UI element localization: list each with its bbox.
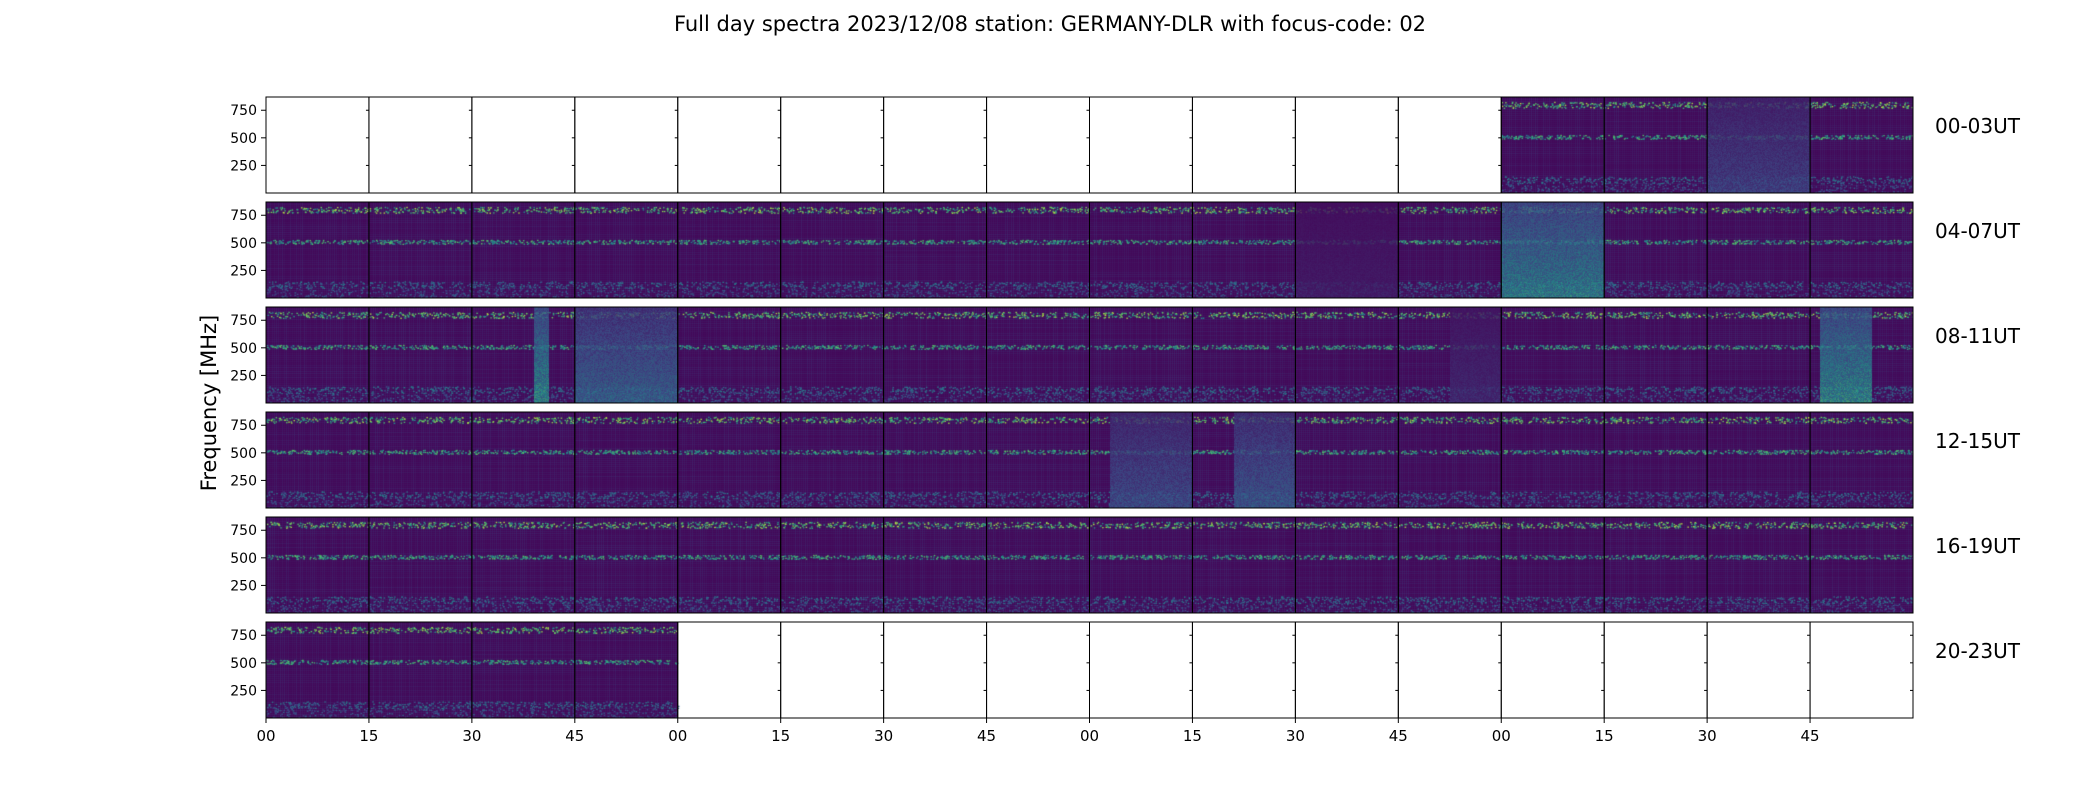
x-tick-label: 15 <box>771 727 790 745</box>
x-tick-label: 45 <box>1801 727 1820 745</box>
spectrum-panel <box>1809 201 1914 299</box>
row-label: 04-07UT <box>1935 219 2021 243</box>
spectra-rows: 250 500 750 00-03UT 250 500 750 04-07UT 250 500 75… <box>230 96 2021 719</box>
row-20-23ut: 250 500 750 20-23UT <box>230 621 2021 719</box>
x-tick-label: 15 <box>1183 727 1202 745</box>
y-tick-label: 500 <box>230 236 257 252</box>
row-label: 16-19UT <box>1935 534 2021 558</box>
x-tick-label: 15 <box>1595 727 1614 745</box>
spectrum-panel <box>1809 306 1914 404</box>
y-tick-label: 500 <box>230 656 257 672</box>
row-00-03ut: 250 500 750 00-03UT <box>230 96 2021 194</box>
x-tick-label: 30 <box>462 727 481 745</box>
y-tick-label: 750 <box>230 208 257 224</box>
x-tick-label: 45 <box>1389 727 1408 745</box>
y-tick-label: 250 <box>230 158 257 174</box>
figure-title: Full day spectra 2023/12/08 station: GER… <box>674 12 1426 36</box>
x-tick-label: 00 <box>1492 727 1511 745</box>
y-tick-label: 250 <box>230 473 257 489</box>
y-tick-label: 500 <box>230 551 257 567</box>
x-tick-label: 45 <box>977 727 996 745</box>
row-label: 20-23UT <box>1935 639 2021 663</box>
y-tick-label: 750 <box>230 628 257 644</box>
x-tick-label: 15 <box>359 727 378 745</box>
spectrum-panel <box>1809 411 1914 509</box>
y-tick-label: 500 <box>230 131 257 147</box>
row-label: 12-15UT <box>1935 429 2021 453</box>
row-16-19ut: 250 500 750 16-19UT <box>230 516 2021 614</box>
y-tick-label: 750 <box>230 418 257 434</box>
x-tick-label: 00 <box>668 727 687 745</box>
y-tick-label: 250 <box>230 368 257 384</box>
x-tick-label: 30 <box>1286 727 1305 745</box>
row-label: 08-11UT <box>1935 324 2021 348</box>
x-tick-label: 30 <box>874 727 893 745</box>
spectrum-panel <box>1809 621 1914 719</box>
y-tick-label: 500 <box>230 446 257 462</box>
y-axis-label: Frequency [MHz] <box>197 315 221 491</box>
x-tick-label: 00 <box>256 727 275 745</box>
x-axis-ticks: 00 15 30 45 00 15 30 45 00 15 30 45 00 15 30 45 <box>256 718 1820 745</box>
x-tick-label: 45 <box>565 727 584 745</box>
y-tick-label: 750 <box>230 103 257 119</box>
y-tick-label: 250 <box>230 683 257 699</box>
spectrum-panel <box>1809 96 1914 194</box>
row-08-11ut: 250 500 750 08-11UT <box>230 306 2021 404</box>
spectrum-panel <box>1809 516 1914 614</box>
y-tick-label: 250 <box>230 578 257 594</box>
row-12-15ut: 250 500 750 12-15UT <box>230 411 2021 509</box>
x-tick-label: 30 <box>1698 727 1717 745</box>
y-tick-label: 750 <box>230 523 257 539</box>
x-tick-label: 00 <box>1080 727 1099 745</box>
row-label: 00-03UT <box>1935 114 2021 138</box>
y-tick-label: 500 <box>230 341 257 357</box>
row-04-07ut: 250 500 750 04-07UT <box>230 201 2021 299</box>
y-tick-label: 750 <box>230 313 257 329</box>
y-tick-label: 250 <box>230 263 257 279</box>
